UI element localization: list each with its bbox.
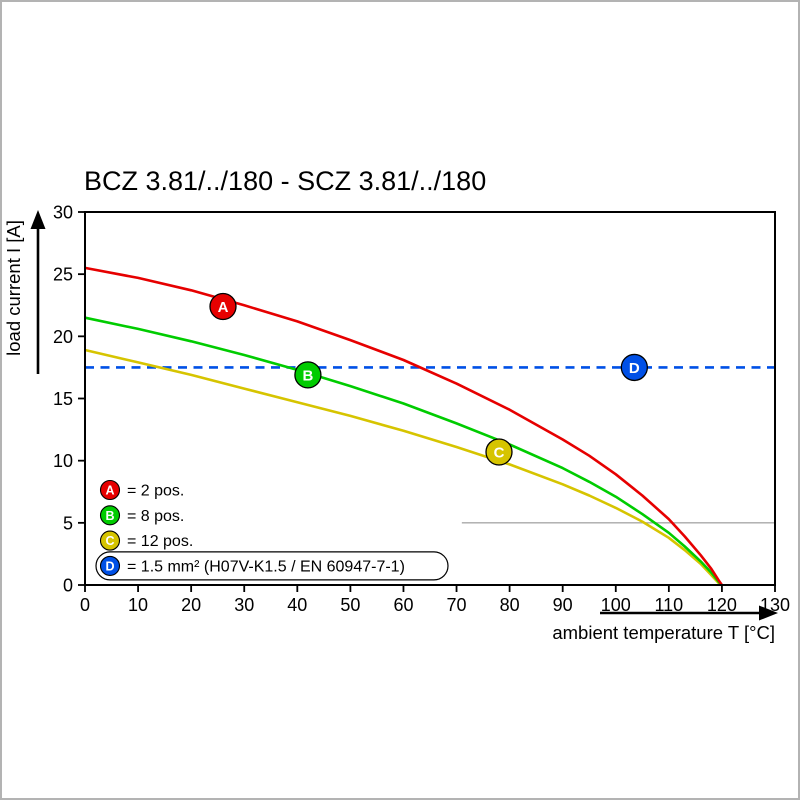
legend-item-outline	[95, 551, 449, 581]
marker-letter: D	[629, 360, 640, 377]
marker-D: D	[620, 353, 648, 382]
x-tick-label: 40	[287, 595, 307, 615]
curve-A	[84, 266, 723, 586]
legend-swatch	[99, 505, 121, 526]
curve-C	[84, 348, 723, 587]
x-tick-label: 90	[553, 595, 573, 615]
legend-swatch	[99, 479, 121, 501]
y-axis-label: load current I [A]	[3, 220, 24, 356]
legend-item-C: C = 12 pos.	[99, 530, 193, 551]
x-tick-label: 50	[340, 595, 360, 615]
legend-item-B: B = 8 pos.	[99, 505, 184, 526]
marker-circle	[294, 361, 322, 389]
ticks-layer: 0 10 20 30 40 50 60 70 80 90 100 110 120 130051015202…	[53, 203, 790, 616]
y-tick-label: 30	[53, 203, 73, 223]
x-axis-label: ambient temperature T [°C]	[552, 622, 775, 643]
legend-item-text: = 8 pos.	[127, 508, 184, 525]
markers-layer: A B C D	[209, 292, 648, 466]
marker-circle	[620, 353, 648, 382]
legend-swatch-letter: C	[105, 534, 114, 548]
y-tick-label: 0	[63, 576, 73, 596]
x-axis-arrow-head	[759, 605, 778, 621]
y-tick-label: 25	[53, 265, 73, 285]
x-tick-label: 100	[601, 595, 631, 615]
x-tick-label: 30	[234, 595, 254, 615]
legend-item-text: = 2 pos.	[127, 483, 184, 500]
y-axis-arrow-head	[30, 210, 46, 229]
x-tick-label: 120	[707, 595, 737, 615]
legend-item-A: A = 2 pos.	[99, 479, 184, 501]
curve-B	[84, 316, 723, 586]
marker-B: B	[294, 361, 322, 389]
legend-item-text: = 12 pos.	[127, 533, 193, 550]
legend-layer: A = 2 pos. B = 8 pos. C = 12 pos. D = 1.5 mm² (…	[95, 479, 449, 581]
marker-circle	[209, 292, 237, 321]
x-tick-label: 0	[80, 595, 90, 615]
legend-swatch-letter: A	[105, 484, 114, 498]
legend-swatch	[99, 555, 121, 576]
legend-swatch-letter: B	[105, 509, 114, 523]
marker-letter: B	[303, 367, 314, 384]
chart-title: BCZ 3.81/../180 - SCZ 3.81/../180	[84, 166, 486, 196]
legend-swatch	[99, 530, 121, 551]
y-tick-label: 20	[53, 327, 73, 347]
x-tick-label: 110	[654, 595, 683, 615]
x-tick-label: 80	[500, 595, 520, 615]
legend-item-text: = 1.5 mm² (H07V-K1.5 / EN 60947-7-1)	[127, 558, 405, 575]
marker-circle	[485, 438, 513, 466]
y-tick-label: 15	[53, 389, 73, 409]
y-axis-arrow	[30, 210, 46, 374]
x-tick-label: 20	[181, 595, 201, 615]
legend-swatch-letter: D	[105, 559, 114, 573]
x-tick-label: 10	[128, 595, 148, 615]
legend-item-D: D = 1.5 mm² (H07V-K1.5 / EN 60947-7-1)	[95, 551, 449, 581]
y-tick-label: 5	[63, 513, 73, 533]
x-tick-label: 60	[393, 595, 413, 615]
curves-layer	[84, 266, 775, 587]
marker-C: C	[485, 438, 513, 466]
x-tick-label: 70	[447, 595, 467, 615]
marker-letter: A	[218, 299, 229, 316]
plot-frame	[84, 211, 776, 586]
marker-A: A	[209, 292, 237, 321]
y-tick-label: 10	[53, 451, 73, 471]
marker-letter: C	[494, 444, 505, 461]
x-axis-arrow	[600, 605, 778, 621]
